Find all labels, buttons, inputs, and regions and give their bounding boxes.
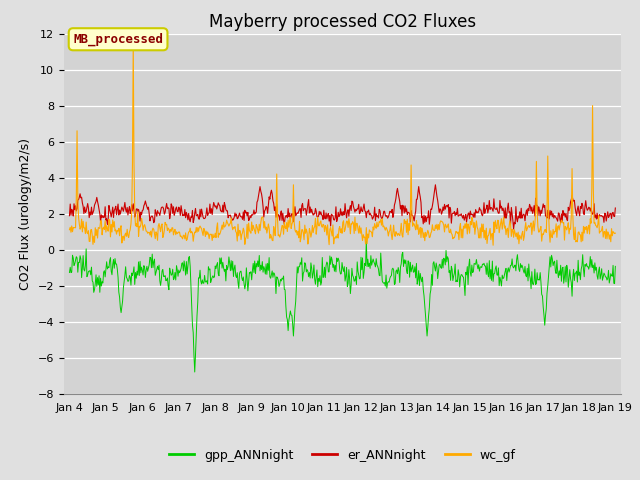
gpp_ANNnight bbox=[66, 270, 74, 276]
gpp_ANNnight bbox=[217, 261, 225, 267]
Title: Mayberry processed CO2 Fluxes: Mayberry processed CO2 Fluxes bbox=[209, 12, 476, 31]
er_ANNnight bbox=[431, 182, 439, 188]
er_ANNnight bbox=[76, 194, 83, 200]
wc_gf bbox=[132, 221, 140, 227]
wc_gf bbox=[66, 227, 74, 233]
gpp_ANNnight bbox=[187, 282, 195, 288]
gpp_ANNnight bbox=[76, 260, 83, 265]
Y-axis label: CO2 Flux (urology/m2/s): CO2 Flux (urology/m2/s) bbox=[19, 138, 32, 289]
gpp_ANNnight bbox=[191, 369, 198, 375]
wc_gf bbox=[426, 235, 433, 240]
wc_gf bbox=[410, 220, 417, 226]
Legend: gpp_ANNnight, er_ANNnight, wc_gf: gpp_ANNnight, er_ANNnight, wc_gf bbox=[164, 444, 520, 467]
Line: gpp_ANNnight: gpp_ANNnight bbox=[70, 241, 615, 372]
wc_gf bbox=[489, 242, 497, 248]
er_ANNnight bbox=[66, 213, 74, 218]
wc_gf bbox=[188, 228, 196, 234]
er_ANNnight bbox=[510, 226, 518, 232]
wc_gf bbox=[76, 221, 83, 227]
gpp_ANNnight bbox=[426, 291, 434, 297]
er_ANNnight bbox=[611, 205, 619, 211]
er_ANNnight bbox=[187, 214, 195, 220]
gpp_ANNnight bbox=[410, 269, 418, 275]
er_ANNnight bbox=[216, 203, 223, 209]
er_ANNnight bbox=[409, 213, 417, 218]
er_ANNnight bbox=[425, 208, 433, 214]
gpp_ANNnight bbox=[611, 264, 619, 269]
gpp_ANNnight bbox=[132, 270, 140, 276]
gpp_ANNnight bbox=[362, 238, 370, 244]
wc_gf bbox=[129, 41, 137, 47]
Line: wc_gf: wc_gf bbox=[70, 44, 615, 245]
wc_gf bbox=[611, 230, 619, 236]
er_ANNnight bbox=[132, 212, 140, 218]
wc_gf bbox=[217, 229, 225, 235]
Text: MB_processed: MB_processed bbox=[73, 33, 163, 46]
Line: er_ANNnight: er_ANNnight bbox=[70, 185, 615, 229]
